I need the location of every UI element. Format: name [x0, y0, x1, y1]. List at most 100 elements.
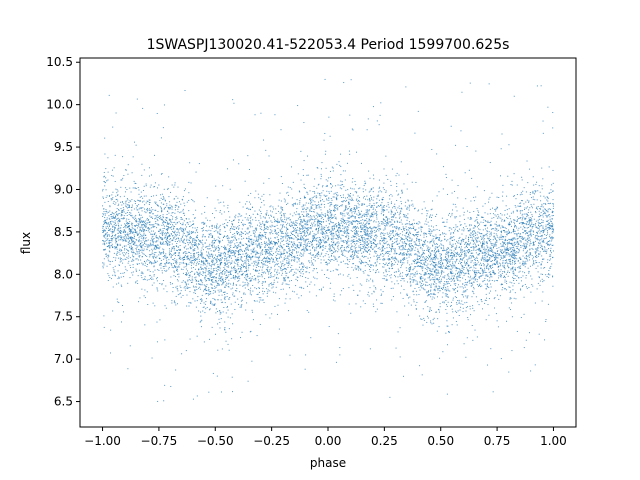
data-point — [414, 259, 416, 261]
data-point — [470, 246, 472, 248]
data-point — [512, 261, 514, 263]
data-point — [194, 217, 196, 219]
data-point — [327, 269, 329, 271]
data-point — [394, 221, 396, 223]
data-point — [491, 264, 493, 266]
data-point — [488, 272, 490, 274]
data-point — [520, 240, 522, 242]
data-point — [214, 227, 216, 229]
data-point — [102, 231, 104, 233]
data-point — [266, 252, 268, 254]
data-point — [267, 229, 269, 231]
data-point — [144, 221, 146, 223]
data-point — [230, 288, 232, 290]
data-point — [246, 276, 248, 278]
data-point — [513, 244, 515, 246]
data-point — [299, 231, 301, 233]
data-point — [370, 195, 372, 197]
data-point — [509, 218, 511, 220]
data-point — [433, 284, 435, 286]
data-point — [424, 274, 426, 276]
data-point — [442, 292, 444, 294]
data-point — [246, 219, 248, 221]
data-point — [364, 230, 366, 232]
data-point — [487, 249, 489, 251]
data-point — [202, 261, 204, 263]
data-point — [160, 194, 162, 196]
data-point — [433, 262, 435, 264]
data-point — [327, 229, 329, 231]
data-point — [450, 125, 452, 127]
data-point — [372, 238, 374, 240]
data-point — [203, 257, 205, 259]
data-point — [412, 291, 414, 293]
data-point — [503, 266, 505, 268]
data-point — [552, 190, 554, 192]
data-point — [190, 224, 192, 226]
data-point — [475, 245, 477, 247]
data-point — [542, 230, 544, 232]
data-point — [338, 233, 340, 235]
data-point — [198, 269, 200, 271]
data-point — [283, 258, 285, 260]
data-point — [483, 241, 485, 243]
data-point — [287, 202, 289, 204]
data-point — [520, 237, 522, 239]
data-point — [205, 301, 207, 303]
data-point — [370, 266, 372, 268]
data-point — [205, 308, 207, 310]
data-point — [420, 255, 422, 257]
data-point — [482, 258, 484, 260]
data-point — [229, 256, 231, 258]
data-point — [110, 239, 112, 241]
data-point — [216, 225, 218, 227]
data-point — [199, 271, 201, 273]
data-point — [369, 226, 371, 228]
data-point — [388, 236, 390, 238]
data-point — [200, 254, 202, 256]
data-point — [329, 248, 331, 250]
data-point — [428, 228, 430, 230]
data-point — [478, 247, 480, 249]
data-point — [343, 210, 345, 212]
data-point — [448, 266, 450, 268]
data-point — [276, 232, 278, 234]
data-point — [149, 208, 151, 210]
data-point — [548, 214, 550, 216]
data-point — [277, 227, 279, 229]
data-point — [132, 256, 134, 258]
data-point — [386, 225, 388, 227]
data-point — [469, 277, 471, 279]
data-point — [356, 192, 358, 194]
data-point — [167, 222, 169, 224]
data-point — [280, 261, 282, 263]
data-point — [254, 210, 256, 212]
data-point — [261, 250, 263, 251]
data-point — [280, 231, 282, 233]
data-point — [403, 213, 405, 215]
data-point — [221, 246, 223, 248]
data-point — [234, 217, 236, 219]
data-point — [426, 245, 428, 247]
data-point — [224, 226, 226, 228]
data-point — [280, 288, 282, 290]
data-point — [240, 305, 242, 307]
data-point — [348, 224, 350, 226]
data-point — [359, 239, 361, 241]
data-point — [367, 231, 369, 233]
data-point — [183, 266, 185, 268]
data-point — [131, 260, 133, 262]
data-point — [175, 255, 176, 257]
data-point — [530, 243, 532, 245]
data-point — [250, 287, 252, 289]
data-point — [457, 229, 459, 231]
data-point — [524, 245, 526, 247]
data-point — [238, 242, 240, 244]
data-point — [352, 241, 354, 243]
data-point — [512, 212, 514, 214]
data-point — [444, 258, 446, 260]
data-point — [494, 307, 496, 309]
data-point — [422, 244, 424, 246]
data-point — [383, 207, 385, 209]
data-point — [129, 229, 131, 231]
